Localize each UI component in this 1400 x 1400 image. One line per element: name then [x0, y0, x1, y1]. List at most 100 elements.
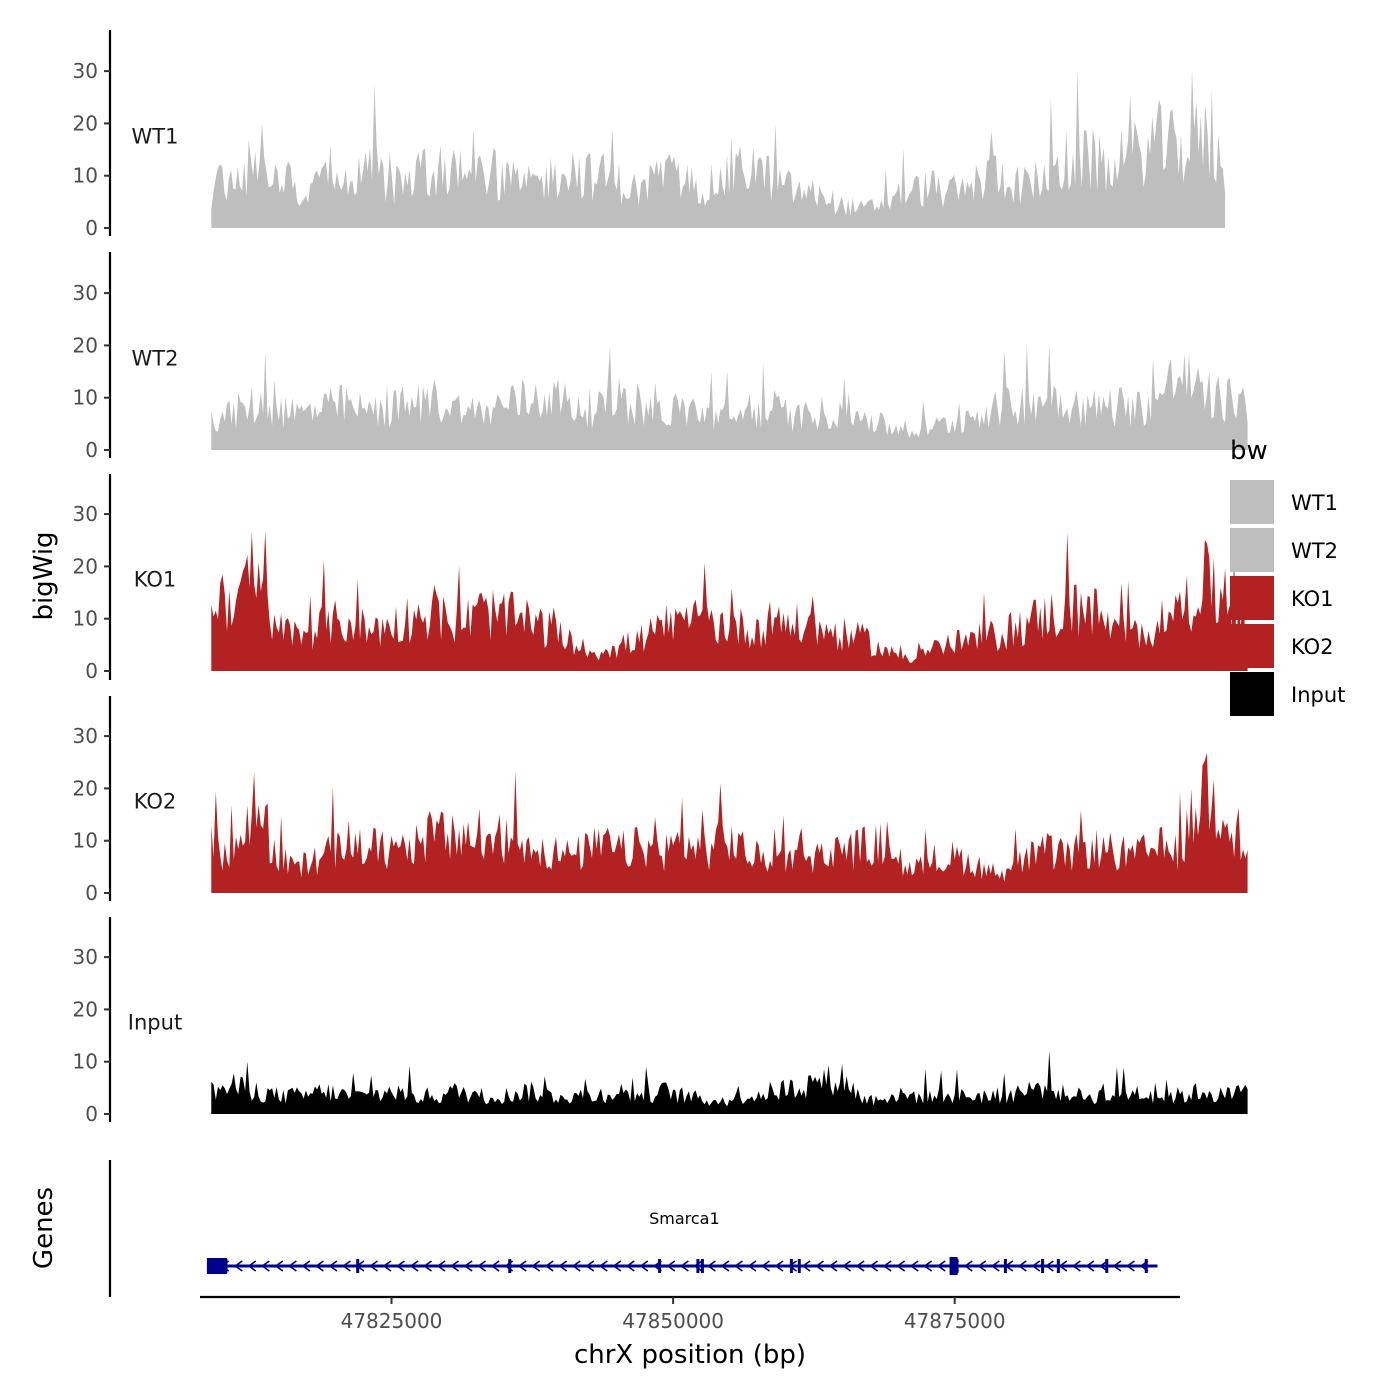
strand-arrow — [517, 1260, 527, 1272]
track-label-wt2: WT2 — [132, 346, 179, 370]
x-tick-label: 47850000 — [622, 1309, 724, 1333]
gene-name: Smarca1 — [649, 1209, 720, 1228]
strand-arrow — [328, 1260, 338, 1272]
strand-arrow — [882, 1260, 892, 1272]
legend-key-wt2 — [1230, 528, 1274, 572]
legend-label-wt1: WT1 — [1291, 491, 1338, 515]
track-label-wt1: WT1 — [132, 124, 179, 148]
strand-arrow — [869, 1260, 879, 1272]
track-ko2: 0 10 20 30 KO2 — [73, 696, 1248, 905]
legend-key-input — [1230, 672, 1274, 716]
y-tick-label: 30 — [73, 502, 98, 526]
exon — [1003, 1259, 1007, 1273]
coverage-area-wt2 — [211, 343, 1248, 450]
strand-arrow — [463, 1260, 473, 1272]
signal-tracks: 0 10 20 30 WT1 0 10 20 30 WT2 0 10 20 30 KO1 0 10 20 30 KO2… — [73, 30, 1248, 1126]
strand-arrow — [558, 1260, 568, 1272]
y-tick-label: 0 — [85, 659, 98, 683]
strand-arrow — [707, 1260, 716, 1272]
y-tick-label: 30 — [73, 724, 98, 748]
strand-arrow — [287, 1260, 297, 1272]
strand-arrow — [666, 1260, 676, 1272]
legend: bw WT1 WT2 KO1 KO2 Input — [1230, 436, 1345, 716]
strand-arrow — [990, 1260, 1000, 1272]
y-tick-label: 20 — [73, 997, 98, 1021]
strand-arrow — [369, 1260, 378, 1272]
y-tick-label: 20 — [73, 111, 98, 135]
strand-arrow — [639, 1260, 649, 1272]
strand-arrow — [679, 1260, 689, 1272]
track-ko1: 0 10 20 30 KO1 — [73, 474, 1248, 683]
legend-key-ko1 — [1230, 576, 1274, 620]
exon — [224, 1259, 228, 1273]
y-tick-label: 10 — [73, 829, 98, 853]
strand-arrow — [247, 1260, 257, 1272]
exon — [1056, 1259, 1060, 1273]
strand-arrow — [612, 1260, 622, 1272]
track-input: 0 10 20 30 Input — [73, 917, 1248, 1126]
strand-arrow — [963, 1260, 973, 1272]
strand-arrow — [274, 1260, 284, 1272]
strand-arrow — [342, 1260, 351, 1272]
exon — [789, 1259, 793, 1273]
exon — [1144, 1259, 1148, 1273]
strand-arrow — [585, 1260, 595, 1272]
strand-arrow — [436, 1260, 446, 1272]
y-tick-label: 10 — [73, 386, 98, 410]
track-label-input: Input — [128, 1010, 182, 1034]
strand-arrow — [625, 1260, 635, 1272]
y-tick-label: 0 — [85, 216, 98, 240]
y-tick-label: 10 — [73, 164, 98, 188]
y-tick-label: 10 — [73, 1050, 98, 1074]
exon — [356, 1259, 360, 1273]
legend-key-wt1 — [1230, 480, 1274, 524]
strand-arrow — [450, 1260, 460, 1272]
strand-arrow — [1031, 1260, 1041, 1272]
track-wt1: 0 10 20 30 WT1 — [73, 30, 1226, 240]
strand-arrow — [531, 1260, 541, 1272]
strand-arrow — [815, 1260, 825, 1272]
legend-key-ko2 — [1230, 624, 1274, 668]
coverage-area-ko2 — [211, 752, 1248, 893]
strand-arrow — [1126, 1260, 1135, 1272]
y-tick-label: 30 — [73, 281, 98, 305]
strand-arrow — [842, 1260, 852, 1272]
strand-arrow — [423, 1260, 433, 1272]
exon — [206, 1258, 227, 1274]
strand-arrow — [734, 1260, 743, 1272]
exon — [696, 1259, 700, 1273]
strand-arrow — [909, 1260, 919, 1272]
strand-arrow — [477, 1260, 487, 1272]
strand-arrow — [409, 1260, 419, 1272]
y-tick-label: 20 — [73, 333, 98, 357]
exon — [508, 1259, 512, 1273]
strand-arrow — [233, 1260, 243, 1272]
strand-arrow — [396, 1260, 405, 1272]
strand-arrow — [315, 1260, 324, 1272]
strand-arrow — [923, 1260, 933, 1272]
strand-arrow — [490, 1260, 500, 1272]
strand-arrow — [1085, 1260, 1095, 1272]
x-axis-title: chrX position (bp) — [574, 1340, 806, 1370]
x-tick-label: 47825000 — [341, 1309, 443, 1333]
legend-label-input: Input — [1291, 683, 1345, 707]
strand-arrow — [1017, 1260, 1027, 1272]
track-label-ko2: KO2 — [134, 789, 177, 813]
y-tick-label: 0 — [85, 1102, 98, 1126]
y-tick-label: 20 — [73, 554, 98, 578]
exon — [700, 1259, 704, 1273]
strand-arrow — [598, 1260, 608, 1272]
exon — [1041, 1259, 1045, 1273]
strand-arrow — [977, 1260, 987, 1272]
y-tick-label: 20 — [73, 776, 98, 800]
legend-label-ko1: KO1 — [1291, 587, 1334, 611]
y-tick-label: 10 — [73, 607, 98, 631]
track-wt2: 0 10 20 30 WT2 — [73, 252, 1248, 462]
y-tick-label: 0 — [85, 438, 98, 462]
genes-axis-title: Genes — [29, 1187, 59, 1269]
strand-arrow — [301, 1260, 311, 1272]
strand-arrow — [855, 1260, 865, 1272]
strand-arrow — [774, 1260, 784, 1272]
y-tick-label: 30 — [73, 59, 98, 83]
